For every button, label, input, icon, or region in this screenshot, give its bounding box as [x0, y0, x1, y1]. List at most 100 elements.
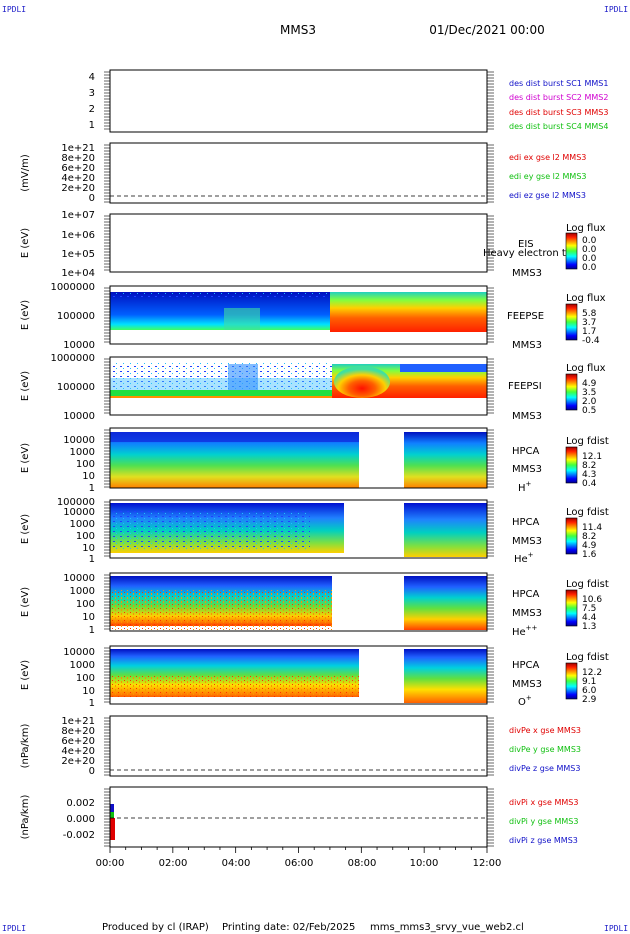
panel-hpca-hepp-cbtick: 1.3: [582, 622, 596, 632]
legend-divpe-z: divPe z gse MMS3: [509, 764, 580, 773]
panel-divpi-ytick: 0.000: [66, 814, 95, 825]
panel-hpca-he-ytick: 10: [82, 543, 95, 554]
panel-hpca-h-spacecraft: MMS3: [512, 464, 542, 475]
feepse-spectrogram-late: [330, 292, 487, 332]
panel-hpca-hepp-ytick: 10000: [63, 573, 95, 584]
panel-hpca-he-cbtick: 1.6: [582, 550, 597, 560]
panel-counts-ytick: 2: [89, 104, 95, 115]
panel-counts-ytick: 1: [89, 120, 95, 131]
feepsi-hump: [334, 366, 390, 398]
legend-divpi-z: divPi z gse MMS3: [509, 836, 578, 845]
panel-hpca-hepp-ytick: 1: [89, 625, 95, 636]
panel-eis-ytick: 1e+05: [61, 249, 95, 260]
panel-hpca-o-cbtick: 6.0: [582, 686, 597, 696]
panel-hpca-h-ytick: 100: [76, 459, 95, 470]
panel-feepse-colorbar: [565, 303, 578, 341]
panel-hpca-h-ytick: 10: [82, 471, 95, 482]
x-tick-label: 04:00: [222, 858, 251, 869]
footer-produced-by: Produced by cl (IRAP): [102, 922, 209, 933]
panel-hpca-o-cbtick: 12.2: [582, 668, 602, 678]
panel-hpca-he-species: He+: [514, 551, 534, 565]
hpca-o-spectrogram-late: [404, 649, 487, 703]
panel-eis-instrument: EIS: [518, 239, 534, 250]
panel-edi-ytick: 4e+20: [61, 173, 95, 184]
panel-hpca-h-species: H+: [518, 480, 532, 494]
panel-hpca-o-ytick: 10000: [63, 647, 95, 658]
hpca-o-speckle: [110, 675, 359, 697]
panel-divpe-ytick: 0: [89, 766, 95, 777]
panel-eis-cbtick: 0.0: [582, 236, 597, 246]
panel-hpca-he-colorbar: [565, 517, 578, 555]
x-tick-label: 10:00: [410, 858, 439, 869]
panel-feepse-ytick: 100000: [57, 311, 95, 322]
panel-feepse-cbtick: 3.7: [582, 318, 596, 328]
panel-edi: (mV/m) 1e+21 8e+20 6e+20 4e+20 2e+20 0 e…: [20, 142, 587, 204]
panel-hpca-o-ytick: 100: [76, 673, 95, 684]
panel-feepsi: E (eV) 1000000 100000 10000 FEEPSI MMS3 …: [20, 353, 606, 422]
panel-hpca-hepp-instrument: HPCA: [512, 589, 540, 600]
legend-edi-ey: edi ey gse l2 MMS3: [509, 172, 587, 181]
panel-feepsi-colorbar-title: Log flux: [566, 363, 606, 374]
panel-hpca-he-instrument: HPCA: [512, 517, 540, 528]
panel-edi-ytick: 6e+20: [61, 163, 95, 174]
x-tick-label: 00:00: [96, 858, 125, 869]
panel-feepsi-spacecraft: MMS3: [512, 411, 542, 422]
panel-hpca-h-colorbar: [565, 446, 578, 484]
panel-hpca-o-instrument: HPCA: [512, 660, 540, 671]
panel-edi-ytick: 2e+20: [61, 183, 95, 194]
panel-hpca-o-ytick: 10: [82, 686, 95, 697]
panel-hpca-hepp-ytick: 1000: [70, 586, 95, 597]
panel-feepse-spacecraft: MMS3: [512, 340, 542, 351]
x-axis: 00:00 02:00 04:00 06:00 08:00 10:00 12:0…: [96, 858, 502, 869]
hpca-hepp-spectrogram-late: [404, 576, 487, 630]
panel-hpca-he-ylabel: E (eV): [20, 514, 31, 544]
panel-feepsi-ylabel: E (eV): [20, 371, 31, 401]
panel-hpca-hepp-colorbar-title: Log fdist: [566, 579, 609, 590]
panel-hpca-he-cbtick: 8.2: [582, 532, 596, 542]
panel-hpca-h-colorbar-title: Log fdist: [566, 436, 609, 447]
feepse-spectrogram-patch: [224, 308, 260, 330]
panel-hpca-o-ylabel: E (eV): [20, 660, 31, 690]
panel-hpca-h-ytick: 10000: [63, 435, 95, 446]
corner-label-bottom-right: IPDLI: [604, 924, 629, 933]
panel-hpca-hepp: E (eV) 10000 1000 100 10 1 HPCA MMS3 He+…: [20, 572, 609, 638]
hpca-h-spectrogram-late: [404, 432, 487, 488]
panel-feepse-ylabel: E (eV): [20, 300, 31, 330]
panel-hpca-hepp-cbtick: 10.6: [582, 595, 602, 605]
panel-feepsi-cbtick: 2.0: [582, 397, 597, 407]
panel-feepsi-ytick: 10000: [63, 411, 95, 422]
panel-hpca-o: E (eV) 10000 1000 100 10 1 HPCA MMS3 O+ …: [20, 645, 609, 709]
panel-hpca-h-ytick: 1: [89, 483, 95, 494]
panel-eis-colorbar-title: Log flux: [566, 223, 606, 234]
hpca-h-top-band: [110, 432, 359, 442]
panel-feepsi-ytick: 100000: [57, 382, 95, 393]
panel-divpe-ytick: 1e+21: [61, 716, 95, 727]
footer-printing-date: Printing date: 02/Feb/2025: [222, 922, 355, 933]
panel-hpca-o-colorbar: [565, 662, 578, 700]
panel-feepse-cbtick: 5.8: [582, 309, 597, 319]
panel-feepsi-cbtick: 4.9: [582, 379, 597, 389]
panel-divpe: (nPa/km) 1e+21 8e+20 6e+20 4e+20 2e+20 0…: [20, 715, 581, 777]
panel-hpca-he-ytick: 1000: [70, 519, 95, 530]
panel-hpca-h-ylabel: E (eV): [20, 443, 31, 473]
panel-feepse-ytick: 10000: [63, 340, 95, 351]
panel-hpca-he-colorbar-title: Log fdist: [566, 507, 609, 518]
panel-edi-ytick: 0: [89, 193, 95, 204]
panel-hpca-h: E (eV) 10000 1000 100 10 1 HPCA MMS3 H+ …: [20, 427, 609, 494]
panel-divpi-ytick: 0.002: [66, 798, 95, 809]
panel-counts-ytick: 3: [89, 88, 95, 99]
feepsi-band: [110, 378, 332, 390]
panel-eis-ytick: 1e+07: [61, 210, 95, 221]
panel-feepse: E (eV) 1000000 100000 10000 FEEPSE MMS3 …: [20, 282, 606, 351]
panel-edi-ytick: 8e+20: [61, 153, 95, 164]
panel-eis-cbtick: 0.0: [582, 254, 597, 264]
panel-feepsi-cbtick: 3.5: [582, 388, 596, 398]
header-date: 01/Dec/2021 00:00: [429, 23, 545, 37]
corner-label-top-right: IPDLI: [604, 5, 629, 14]
panel-eis-ytick: 1e+06: [61, 230, 95, 241]
panel-feepse-cbtick: 1.7: [582, 327, 596, 337]
x-tick-label: 06:00: [285, 858, 314, 869]
legend-divpi-y: divPi y gse MMS3: [509, 817, 578, 826]
panel-hpca-hepp-cbtick: 7.5: [582, 604, 596, 614]
